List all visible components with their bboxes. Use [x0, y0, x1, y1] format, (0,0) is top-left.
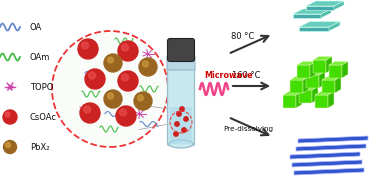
Polygon shape	[290, 76, 309, 80]
FancyBboxPatch shape	[168, 64, 195, 146]
Polygon shape	[296, 144, 366, 151]
Circle shape	[139, 58, 157, 76]
Polygon shape	[321, 9, 331, 18]
Polygon shape	[283, 95, 296, 108]
Polygon shape	[315, 95, 328, 108]
FancyBboxPatch shape	[170, 107, 192, 144]
Polygon shape	[329, 61, 348, 65]
Polygon shape	[329, 22, 340, 31]
Circle shape	[138, 95, 144, 101]
Polygon shape	[298, 136, 368, 143]
Circle shape	[81, 42, 88, 49]
Circle shape	[177, 112, 181, 116]
Circle shape	[118, 41, 138, 61]
Polygon shape	[342, 61, 348, 78]
Circle shape	[3, 140, 16, 153]
Polygon shape	[319, 71, 325, 88]
Circle shape	[122, 74, 129, 81]
Circle shape	[182, 128, 186, 132]
Text: PbX₂: PbX₂	[30, 143, 50, 152]
Polygon shape	[334, 1, 344, 10]
Polygon shape	[296, 91, 302, 108]
Ellipse shape	[169, 140, 193, 148]
Polygon shape	[306, 75, 319, 88]
Polygon shape	[326, 56, 332, 73]
Circle shape	[52, 31, 168, 147]
Polygon shape	[315, 91, 334, 95]
Circle shape	[142, 61, 148, 67]
FancyBboxPatch shape	[168, 39, 195, 61]
Circle shape	[122, 44, 129, 51]
Polygon shape	[328, 91, 334, 108]
Polygon shape	[297, 65, 310, 78]
Circle shape	[108, 93, 114, 99]
Polygon shape	[299, 86, 318, 90]
Circle shape	[180, 107, 184, 111]
Polygon shape	[322, 80, 335, 93]
Polygon shape	[313, 56, 332, 60]
Circle shape	[84, 106, 90, 113]
Text: OAm: OAm	[30, 53, 50, 61]
Polygon shape	[306, 6, 334, 10]
Circle shape	[118, 71, 138, 91]
Polygon shape	[290, 80, 303, 93]
Polygon shape	[299, 27, 329, 31]
Circle shape	[108, 57, 114, 63]
Text: OA: OA	[30, 22, 42, 32]
Text: 80 °C: 80 °C	[231, 32, 255, 41]
Circle shape	[184, 117, 188, 121]
Circle shape	[116, 106, 136, 126]
Ellipse shape	[5, 121, 15, 123]
Text: 160 °C: 160 °C	[232, 71, 260, 80]
Circle shape	[174, 132, 178, 136]
Polygon shape	[293, 14, 321, 18]
Polygon shape	[292, 160, 362, 167]
Text: Pre-dissolving: Pre-dissolving	[223, 126, 273, 132]
Polygon shape	[294, 168, 364, 175]
Polygon shape	[299, 22, 340, 27]
Circle shape	[104, 90, 122, 108]
Circle shape	[88, 72, 96, 79]
Polygon shape	[310, 61, 316, 78]
Circle shape	[175, 122, 179, 126]
Circle shape	[3, 110, 17, 124]
Circle shape	[120, 109, 126, 116]
Polygon shape	[293, 9, 331, 14]
Polygon shape	[297, 61, 316, 65]
Polygon shape	[299, 90, 312, 103]
Polygon shape	[306, 1, 344, 6]
Circle shape	[80, 103, 100, 123]
Circle shape	[85, 69, 105, 89]
Text: TOPO: TOPO	[30, 83, 53, 91]
Polygon shape	[335, 76, 341, 93]
Polygon shape	[306, 71, 325, 75]
Polygon shape	[312, 86, 318, 103]
Polygon shape	[329, 65, 342, 78]
Polygon shape	[283, 91, 302, 95]
Polygon shape	[322, 76, 341, 80]
Circle shape	[104, 54, 122, 72]
Polygon shape	[290, 152, 360, 159]
Text: Microwave: Microwave	[204, 71, 253, 81]
Text: CsOAc: CsOAc	[30, 112, 57, 122]
FancyBboxPatch shape	[167, 56, 195, 70]
Circle shape	[5, 112, 10, 117]
Circle shape	[6, 143, 10, 147]
Circle shape	[134, 92, 152, 110]
Polygon shape	[303, 76, 309, 93]
Circle shape	[78, 39, 98, 59]
Polygon shape	[313, 60, 326, 73]
